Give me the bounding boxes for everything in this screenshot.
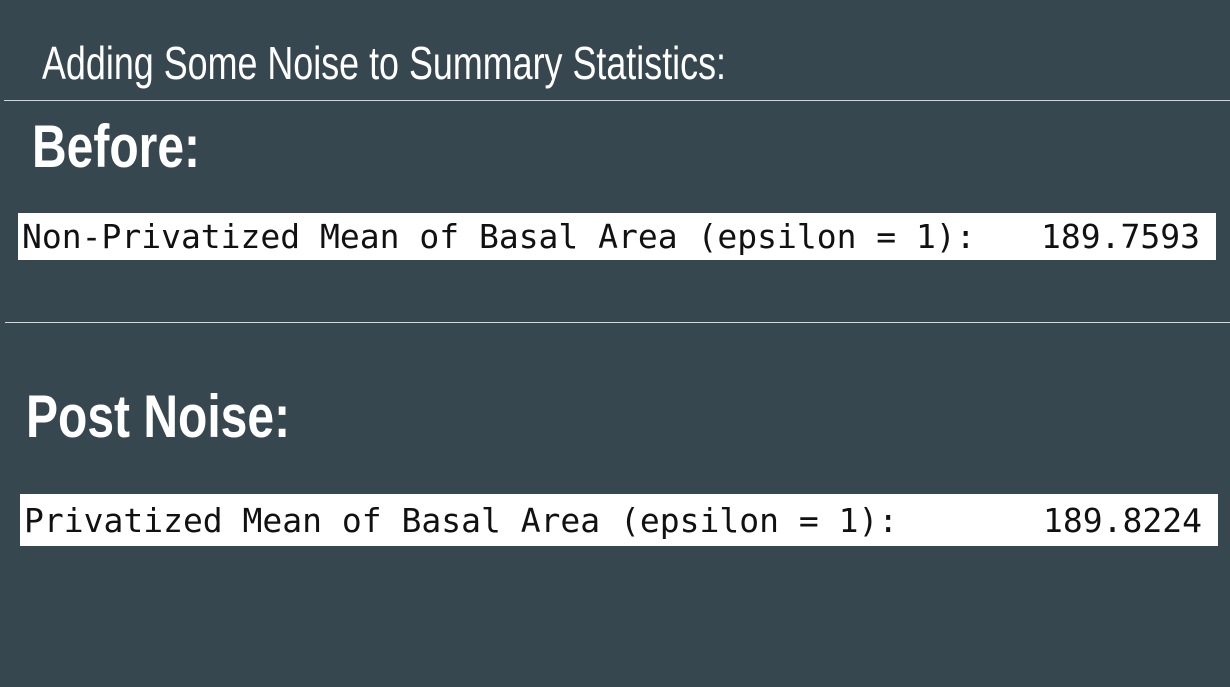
divider [5,322,1230,323]
output-value: 189.7593 [1041,217,1200,256]
output-box: Non-Privatized Mean of Basal Area (epsil… [18,213,1216,260]
section-heading: Before: [32,113,201,180]
output-label: Privatized Mean of Basal Area (epsilon =… [24,500,899,540]
output-label: Non-Privatized Mean of Basal Area (epsil… [22,217,976,256]
output-value: 189.8224 [1043,500,1202,540]
slide-title: Adding Some Noise to Summary Statistics: [42,37,726,89]
output-box: Privatized Mean of Basal Area (epsilon =… [20,494,1218,546]
divider [4,100,1230,101]
section-heading: Post Noise: [26,383,291,450]
